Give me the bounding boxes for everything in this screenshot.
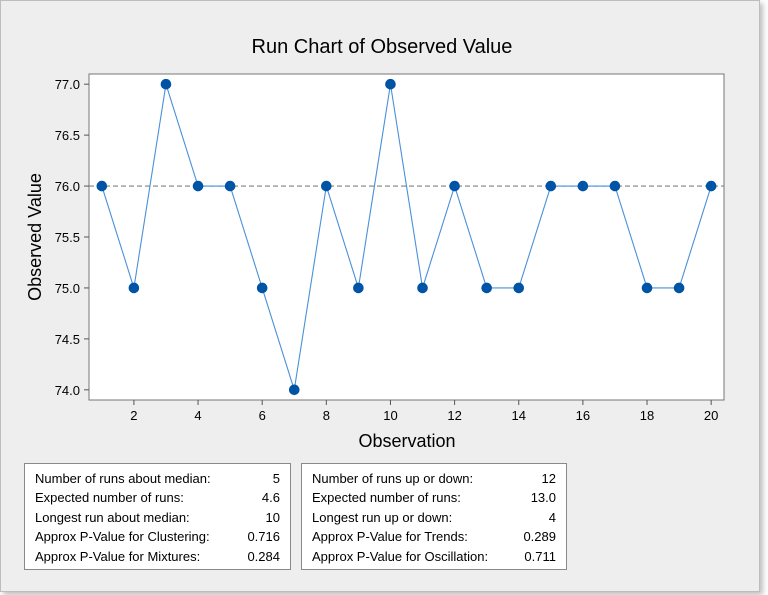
stat-value: 4.6 — [261, 490, 280, 506]
stat-label: Approx P-Value for Clustering: — [35, 529, 210, 545]
data-points — [96, 78, 717, 396]
data-point — [609, 180, 621, 192]
stat-row: Number of runs about median: 5 — [35, 469, 280, 488]
data-point — [128, 282, 140, 294]
stat-label: Approx P-Value for Mixtures: — [35, 548, 201, 564]
x-tick-label: 14 — [512, 408, 526, 423]
x-tick-label: 8 — [323, 408, 330, 423]
data-point — [641, 282, 653, 294]
stat-value: 13.0 — [530, 490, 556, 506]
stat-row: Longest run up or down: 4 — [312, 508, 556, 527]
stat-row: Approx P-Value for Mixtures: 0.284 — [35, 547, 280, 566]
y-axis: 74.0 74.5 75.0 75.5 76.0 76.5 77.0 — [55, 77, 89, 398]
stat-value: 4 — [548, 509, 556, 525]
stat-row: Approx P-Value for Trends: 0.289 — [312, 527, 556, 546]
stat-row: Approx P-Value for Oscillation: 0.711 — [312, 547, 556, 566]
x-tick-label: 6 — [259, 408, 266, 423]
series-line — [101, 84, 712, 390]
runs-up-down-stats: Number of runs up or down: 12 Expected num… — [301, 463, 567, 570]
plot-area — [88, 73, 725, 401]
stat-label: Expected number of runs: — [35, 490, 184, 506]
x-tick-label: 2 — [130, 408, 137, 423]
data-point — [481, 282, 492, 294]
data-point — [288, 384, 300, 396]
run-chart: Run Chart of Observed Value 74.0 74.5 75.0… — [25, 36, 725, 451]
x-tick-label: 16 — [576, 408, 590, 423]
data-point — [385, 78, 396, 90]
y-tick-label: 74.5 — [55, 332, 80, 347]
y-tick-label: 77.0 — [55, 77, 80, 92]
stat-row: Expected number of runs: 4.6 — [35, 488, 280, 507]
y-tick-label: 76.5 — [55, 128, 80, 143]
x-tick-label: 10 — [383, 408, 397, 423]
stat-label: Longest run about median: — [35, 509, 190, 525]
data-point — [513, 282, 525, 294]
data-point — [353, 282, 364, 294]
stat-row: Approx P-Value for Clustering: 0.716 — [35, 527, 280, 546]
y-tick-label: 75.0 — [55, 281, 80, 296]
stat-label: Number of runs up or down: — [312, 471, 474, 486]
stat-label: Approx P-Value for Trends: — [312, 529, 468, 545]
data-point — [160, 78, 172, 90]
stat-value: 0.711 — [524, 548, 556, 564]
x-tick-label: 12 — [447, 408, 461, 423]
data-point — [321, 180, 332, 192]
stat-value: 5 — [272, 471, 280, 486]
y-tick-label: 75.5 — [55, 230, 80, 245]
stat-label: Expected number of runs: — [312, 490, 461, 506]
data-point — [577, 180, 589, 192]
data-point — [545, 180, 557, 192]
y-axis-label: Observed Value — [25, 173, 45, 301]
stat-value: 0.289 — [523, 529, 556, 545]
stat-value: 10 — [265, 509, 280, 525]
runs-about-median-stats: Number of runs about median: 5 Expected nu… — [24, 463, 291, 570]
data-point — [224, 180, 236, 192]
data-point — [192, 180, 204, 192]
stat-label: Longest run up or down: — [312, 509, 453, 525]
stat-row: Expected number of runs: 13.0 — [312, 488, 556, 507]
data-point — [96, 180, 108, 192]
stat-value: 0.716 — [247, 529, 280, 545]
data-point — [256, 282, 268, 294]
x-tick-label: 18 — [640, 408, 654, 423]
stat-value: 0.284 — [247, 548, 280, 564]
x-axis: 2 4 6 8 10 12 14 16 18 20 — [130, 400, 718, 423]
stat-value: 12 — [541, 471, 556, 486]
stat-label: Approx P-Value for Oscillation: — [312, 548, 489, 564]
data-point — [449, 180, 460, 192]
stat-row: Number of runs up or down: 12 — [312, 469, 556, 488]
y-tick-label: 74.0 — [55, 383, 80, 398]
y-tick-label: 76.0 — [55, 179, 80, 194]
x-axis-label: Observation — [358, 431, 455, 451]
data-point — [705, 180, 717, 192]
stat-row: Longest run about median: 10 — [35, 508, 280, 527]
chart-title: Run Chart of Observed Value — [252, 36, 513, 58]
stat-label: Number of runs about median: — [35, 471, 211, 486]
data-point — [673, 282, 685, 294]
data-point — [417, 282, 428, 294]
x-tick-label: 4 — [194, 408, 201, 423]
x-tick-label: 20 — [704, 408, 718, 423]
